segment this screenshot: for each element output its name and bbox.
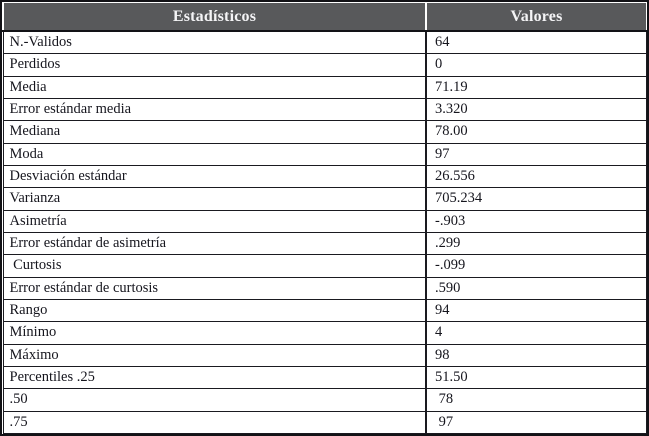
table-row: Varianza 705.234	[2, 187, 647, 211]
stat-label-cell: Error estándar de curtosis	[2, 276, 427, 300]
stat-label-cell: Máximo	[2, 343, 427, 367]
stat-value-cell: 71.19	[425, 75, 647, 99]
stat-label-cell: Error estándar media	[2, 97, 427, 122]
table-row: .75 97	[2, 410, 647, 435]
stat-value-cell: 4	[425, 321, 647, 345]
stat-label-cell: Desviación estándar	[2, 164, 427, 189]
stat-label-cell: Moda	[2, 142, 427, 166]
table-row: Error estándar de asimetría .299	[2, 231, 647, 256]
stat-value-cell: 98	[425, 343, 647, 367]
table-row: Rango 94	[2, 298, 647, 323]
stat-label-cell: Mínimo	[2, 321, 427, 345]
header-row: Estadísticos Valores	[2, 2, 647, 32]
stat-value-cell: -.099	[425, 254, 647, 278]
table-row: Mínimo 4	[2, 321, 647, 345]
stat-value-cell: 51.50	[425, 365, 647, 390]
table-row: Máximo 98	[2, 343, 647, 367]
stat-value-cell: 94	[425, 298, 647, 323]
stat-value-cell: 78.00	[425, 120, 647, 144]
table-row: Percentiles .25 51.50	[2, 365, 647, 390]
stat-value-cell: .299	[425, 231, 647, 256]
table-row: Error estándar media 3.320	[2, 97, 647, 122]
stat-value-cell: 97	[425, 410, 647, 435]
stat-value-cell: 97	[425, 142, 647, 166]
stat-value-cell: .590	[425, 276, 647, 300]
table-row: Mediana 78.00	[2, 120, 647, 144]
stat-label-cell: Percentiles .25	[2, 365, 427, 390]
stat-label-cell: Rango	[2, 298, 427, 323]
table-body: N.-Validos 64 Perdidos 0 Media 71.19 Error est…	[2, 30, 647, 435]
table-row: Media 71.19	[2, 75, 647, 99]
stat-label-cell: Curtosis	[2, 254, 427, 278]
stat-value-cell: 78	[425, 388, 647, 412]
table-row: Perdidos 0	[2, 53, 647, 77]
table-row: N.-Validos 64	[2, 30, 647, 55]
stat-label-cell: Asimetría	[2, 209, 427, 233]
header-cell-estadisticos: Estadísticos	[2, 2, 427, 32]
stat-value-cell: 64	[425, 30, 647, 55]
stat-label-cell: .50	[2, 388, 427, 412]
stat-value-cell: 705.234	[425, 187, 647, 211]
table-row: .50 78	[2, 388, 647, 412]
stat-label-cell: Varianza	[2, 187, 427, 211]
table-row: Error estándar de curtosis .590	[2, 276, 647, 300]
header-cell-valores: Valores	[425, 2, 647, 32]
stat-label-cell: Mediana	[2, 120, 427, 144]
stat-label-cell: Error estándar de asimetría	[2, 231, 427, 256]
table-row: Moda 97	[2, 142, 647, 166]
stat-label-cell: Media	[2, 75, 427, 99]
table-row: Desviación estándar 26.556	[2, 164, 647, 189]
stat-label-cell: .75	[2, 410, 427, 435]
stat-value-cell: 3.320	[425, 97, 647, 122]
stat-label-cell: Perdidos	[2, 53, 427, 77]
stat-value-cell: -.903	[425, 209, 647, 233]
stat-value-cell: 26.556	[425, 164, 647, 189]
table-row: Curtosis -.099	[2, 254, 647, 278]
stat-value-cell: 0	[425, 53, 647, 77]
stat-label-cell: N.-Validos	[2, 30, 427, 55]
table-row: Asimetría -.903	[2, 209, 647, 233]
